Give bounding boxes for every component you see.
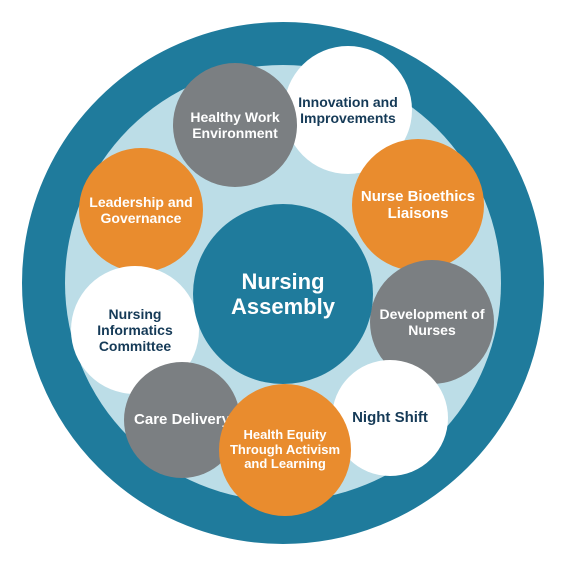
center-node: Nursing Assembly [193, 204, 373, 384]
node-label: Development of Nurses [370, 300, 494, 344]
node-leadership: Leadership and Governance [79, 148, 203, 272]
node-hwe: Healthy Work Environment [173, 63, 297, 187]
governance-diagram: Seattle Children's Shared Governance Inn… [0, 0, 566, 566]
node-label: Night Shift [346, 403, 434, 432]
node-label: Nursing Informatics Committee [71, 300, 199, 360]
center-node-label: Nursing Assembly [193, 263, 373, 326]
node-label: Innovation and Improvements [284, 88, 412, 132]
node-label: Healthy Work Environment [173, 103, 297, 147]
node-heal: Health Equity Through Activism and Learn… [219, 384, 351, 516]
node-bioethics: Nurse Bioethics Liaisons [352, 139, 484, 271]
node-label: Nurse Bioethics Liaisons [352, 182, 484, 229]
node-label: Leadership and Governance [79, 188, 203, 232]
node-label: Health Equity Through Activism and Learn… [219, 422, 351, 479]
